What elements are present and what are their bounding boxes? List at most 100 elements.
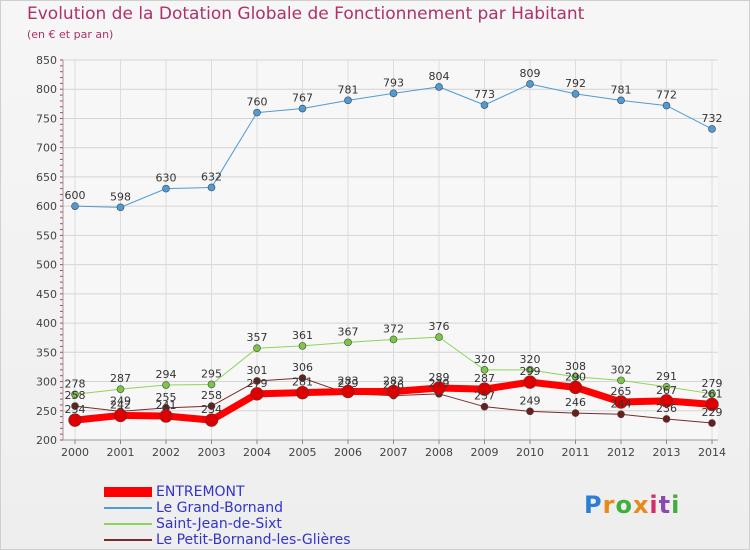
data-label: 772 <box>656 89 677 102</box>
chart-title: Evolution de la Dotation Globale de Fonc… <box>27 4 585 24</box>
data-point <box>480 402 489 411</box>
data-label: 291 <box>656 370 677 383</box>
data-point <box>477 382 492 396</box>
data-label: 265 <box>611 385 632 398</box>
y-tick-label: 350 <box>36 346 57 359</box>
data-point <box>253 377 261 385</box>
data-point <box>571 90 580 98</box>
legend-label: Le Petit-Bornand-les-Glières <box>156 532 351 548</box>
x-tick-label: 2012 <box>607 446 635 459</box>
data-label: 306 <box>292 361 313 374</box>
data-label: 804 <box>429 70 450 83</box>
data-point <box>295 385 310 400</box>
x-tick-label: 2009 <box>471 446 499 459</box>
data-point <box>162 381 170 389</box>
data-label: 767 <box>292 92 313 105</box>
y-tick-label: 300 <box>36 376 57 389</box>
data-label: 261 <box>702 387 723 400</box>
y-tick-label: 200 <box>36 434 57 447</box>
data-point <box>116 203 125 212</box>
legend-label: ENTREMONT <box>156 484 245 500</box>
data-point <box>341 384 355 399</box>
data-point <box>71 402 79 410</box>
data-label: 278 <box>65 377 86 390</box>
data-label: 295 <box>201 367 222 380</box>
legend-item: Le Petit-Bornand-les-Glières <box>104 532 351 548</box>
data-label: 289 <box>429 371 450 384</box>
data-point <box>662 382 671 391</box>
data-point <box>344 96 352 105</box>
data-point <box>432 381 446 395</box>
data-label: 257 <box>474 390 495 403</box>
data-label: 267 <box>656 384 677 397</box>
legend-swatch <box>104 487 152 497</box>
data-label: 229 <box>702 406 723 419</box>
data-label: 287 <box>110 372 131 385</box>
data-label: 781 <box>611 83 632 96</box>
data-point <box>523 375 537 389</box>
data-label: 287 <box>474 372 495 385</box>
data-label: 279 <box>429 377 450 390</box>
data-label: 249 <box>110 394 131 407</box>
data-point <box>159 409 173 423</box>
data-label: 241 <box>156 399 177 412</box>
data-label: 792 <box>565 77 586 90</box>
chart-subtitle: (en € et par an) <box>27 28 114 41</box>
data-label: 367 <box>338 325 359 338</box>
data-point <box>253 344 261 353</box>
data-point <box>204 413 219 427</box>
data-label: 301 <box>247 364 268 377</box>
data-point <box>207 402 216 410</box>
data-point <box>705 397 719 412</box>
data-label: 357 <box>247 331 268 344</box>
data-point <box>617 410 625 419</box>
data-point <box>71 202 79 210</box>
data-point <box>659 394 674 408</box>
data-point <box>526 80 534 88</box>
legend-item: Saint-Jean-de-Sixt <box>104 516 282 532</box>
legend-label: Le Grand-Bornand <box>156 500 284 516</box>
legend-label: Saint-Jean-de-Sixt <box>156 516 282 532</box>
data-point <box>571 409 580 417</box>
x-tick-label: 2014 <box>698 446 726 459</box>
legend-swatch <box>104 507 152 509</box>
data-label: 299 <box>520 365 541 378</box>
data-point <box>662 415 671 423</box>
data-label: 249 <box>520 394 541 407</box>
legend-item: ENTREMONT <box>104 484 245 500</box>
data-label: 258 <box>201 389 222 402</box>
data-point <box>116 385 125 393</box>
y-tick-label: 700 <box>36 142 57 155</box>
data-label: 276 <box>383 379 404 392</box>
y-tick-label: 800 <box>36 83 57 96</box>
data-point <box>113 408 128 423</box>
data-point <box>480 101 489 109</box>
data-point <box>207 380 216 389</box>
data-point <box>708 390 716 398</box>
legend-item: Le Grand-Bornand <box>104 500 283 516</box>
x-tick-label: 2013 <box>653 446 681 459</box>
data-label: 632 <box>201 170 222 183</box>
x-tick-label: 2008 <box>425 446 453 459</box>
data-label: 781 <box>338 83 359 96</box>
data-label: 809 <box>520 67 541 80</box>
data-point <box>298 374 307 382</box>
data-point <box>617 376 625 385</box>
data-point <box>250 387 264 401</box>
y-tick-label: 550 <box>36 229 57 242</box>
data-label: 279 <box>702 377 723 390</box>
legend-swatch <box>104 523 152 525</box>
x-tick-label: 2001 <box>107 446 135 459</box>
data-point <box>708 419 716 427</box>
x-tick-label: 2002 <box>152 446 180 459</box>
data-label: 793 <box>383 76 404 89</box>
data-label: 361 <box>292 329 313 342</box>
data-point <box>253 108 261 117</box>
data-label: 760 <box>247 96 268 109</box>
x-tick-label: 2011 <box>562 446 590 459</box>
data-label: 320 <box>520 353 541 366</box>
x-tick-label: 2005 <box>289 446 317 459</box>
data-label: 308 <box>565 360 586 373</box>
data-point <box>480 366 489 374</box>
data-point <box>662 101 671 110</box>
